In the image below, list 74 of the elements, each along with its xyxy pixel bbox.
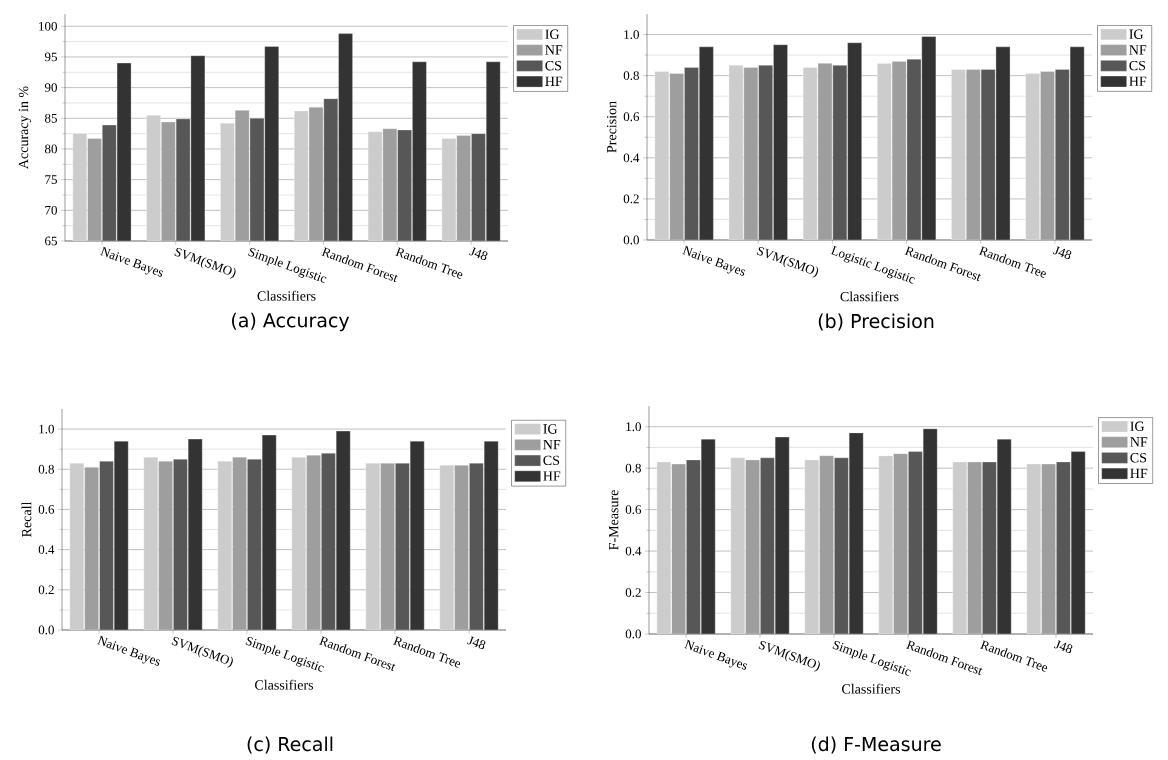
legend-label: IG	[1130, 421, 1145, 431]
text: (b) Precision	[818, 313, 934, 331]
legend-label: HF	[543, 471, 561, 481]
y-tick-label: 70	[45, 205, 57, 215]
y-tick-label: 80	[44, 144, 57, 154]
y-axis-title: Precision	[606, 101, 617, 153]
bar	[1040, 71, 1055, 240]
y-tick-label: 65	[45, 236, 57, 246]
y-tick-label: 0.6	[623, 112, 640, 122]
y-tick-label: 0.0	[38, 625, 54, 635]
y-tick-label: 0.2	[625, 588, 641, 597]
bar	[966, 69, 981, 240]
legend-label: CS	[545, 60, 562, 71]
x-tick-label: J48	[467, 636, 486, 650]
legend-label: NF	[543, 440, 561, 450]
bar	[893, 453, 908, 634]
bar	[745, 459, 760, 634]
y-tick-label: 90	[44, 83, 57, 92]
legend-label: IG	[545, 29, 560, 39]
y-tick-label: 75	[45, 175, 57, 184]
y-tick-label: 0.6	[38, 505, 55, 514]
y-tick-label: 100	[39, 21, 57, 31]
y-tick-label: 95	[44, 52, 57, 62]
y-tick-label: 0.4	[623, 153, 640, 163]
x-axis-title: Classifiers	[257, 290, 316, 301]
x-tick-label: Naive Bayes	[682, 245, 746, 276]
bar	[669, 73, 684, 240]
y-tick-label: 0.2	[38, 585, 54, 595]
x-axis-title: Classifiers	[840, 291, 899, 302]
x-tick-label: Naive Bayes	[684, 639, 748, 670]
legend-label: HF	[545, 76, 563, 86]
y-tick-label: 0.4	[625, 546, 642, 556]
legend-label: CS	[1130, 453, 1147, 463]
legend-label: CS	[1129, 60, 1146, 71]
text: (c) Recall	[247, 736, 333, 754]
legend-label: HF	[1129, 76, 1147, 86]
legend-label: NF	[1130, 437, 1148, 447]
x-axis-title: Classifiers	[842, 683, 901, 694]
y-tick-label: 0.0	[623, 235, 639, 245]
bar	[743, 67, 759, 240]
text: (a) Accuracy	[232, 312, 350, 332]
y-axis-title: F-Measure	[609, 490, 619, 550]
y-tick-label: 0.8	[623, 71, 639, 81]
y-axis-title: Recall	[21, 501, 32, 537]
bar	[967, 461, 982, 634]
bar	[891, 61, 907, 240]
y-tick-label: 0.8	[38, 464, 54, 474]
x-tick-label: J48	[469, 247, 488, 261]
bar	[671, 463, 686, 634]
x-tick-label: Naive Bayes	[100, 246, 163, 277]
legend-label: CS	[543, 455, 560, 466]
y-tick-label: 0.0	[625, 629, 641, 639]
legend-label: NF	[1129, 45, 1147, 55]
x-axis-title: Classifiers	[255, 679, 314, 690]
bar	[802, 67, 818, 240]
y-tick-label: 0.6	[625, 505, 642, 515]
y-axis-title: Accuracy in %	[18, 86, 32, 169]
y-tick-label: 1.0	[626, 422, 641, 432]
y-tick-label: 0.8	[625, 463, 641, 473]
legend-label: IG	[543, 424, 558, 434]
y-tick-label: 85	[44, 113, 57, 123]
legend-label: HF	[1130, 468, 1148, 478]
y-tick-label: 1.0	[39, 424, 54, 434]
x-tick-label: J48	[1052, 246, 1072, 260]
y-tick-label: 1.0	[624, 30, 639, 39]
legend-label: IG	[1129, 29, 1144, 39]
bar	[819, 455, 834, 634]
y-tick-label: 0.2	[623, 194, 639, 204]
x-tick-label: Naive Bayes	[97, 635, 161, 666]
bar	[1041, 463, 1056, 634]
text: (d) F-Measure	[811, 736, 941, 754]
legend-label: NF	[545, 45, 563, 55]
x-tick-label: J48	[1054, 640, 1073, 654]
y-tick-label: 0.4	[38, 545, 55, 555]
